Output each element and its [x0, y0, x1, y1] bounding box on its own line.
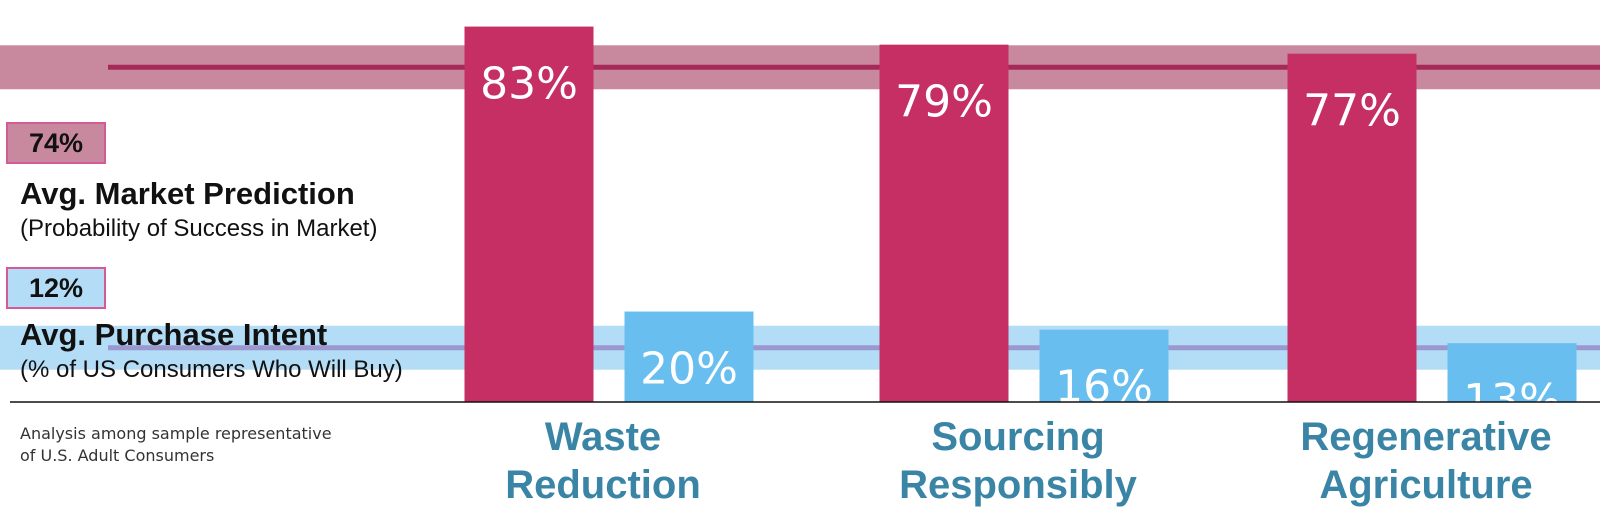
- purchase-intent-data-label: 20%: [640, 344, 738, 395]
- footnote-line-2: of U.S. Adult Consumers: [20, 446, 215, 465]
- market-prediction-subtitle: (Probability of Success in Market): [20, 215, 378, 242]
- purchase-intent-bar: [1039, 329, 1169, 402]
- category-tick-label: Waste: [545, 415, 661, 459]
- category-tick-label: Regenerative: [1300, 415, 1551, 459]
- market-prediction-data-label: 77%: [1303, 86, 1401, 137]
- purchase-intent-title: Avg. Purchase Intent: [20, 317, 328, 352]
- market-prediction-bar: [1287, 53, 1417, 403]
- purchase-intent-data-label: 13%: [1463, 375, 1561, 426]
- category-tick-label: Responsibly: [899, 463, 1138, 507]
- market-prediction-data-label: 83%: [480, 59, 578, 110]
- purchase-intent-bar: [1447, 343, 1577, 402]
- market-prediction-bar: [879, 44, 1009, 403]
- market-prediction-title: Avg. Market Prediction: [20, 176, 355, 211]
- category-tick-label: Reduction: [505, 463, 701, 507]
- footnote-line-1: Analysis among sample representative: [20, 424, 332, 443]
- footnote: Analysis among sample representative of …: [20, 423, 340, 467]
- category-tick-label: Agriculture: [1319, 463, 1532, 507]
- market-average-label: 74%: [6, 122, 106, 164]
- category-tick-label: Sourcing: [931, 415, 1104, 459]
- purchase-intent-data-label: 16%: [1055, 362, 1153, 413]
- purchase-intent-average-label: 12%: [6, 267, 106, 309]
- market-prediction-bar: [464, 26, 594, 403]
- market-prediction-data-label: 79%: [895, 77, 993, 128]
- purchase-intent-subtitle: (% of US Consumers Who Will Buy): [20, 356, 403, 383]
- purchase-intent-bar: [624, 311, 754, 402]
